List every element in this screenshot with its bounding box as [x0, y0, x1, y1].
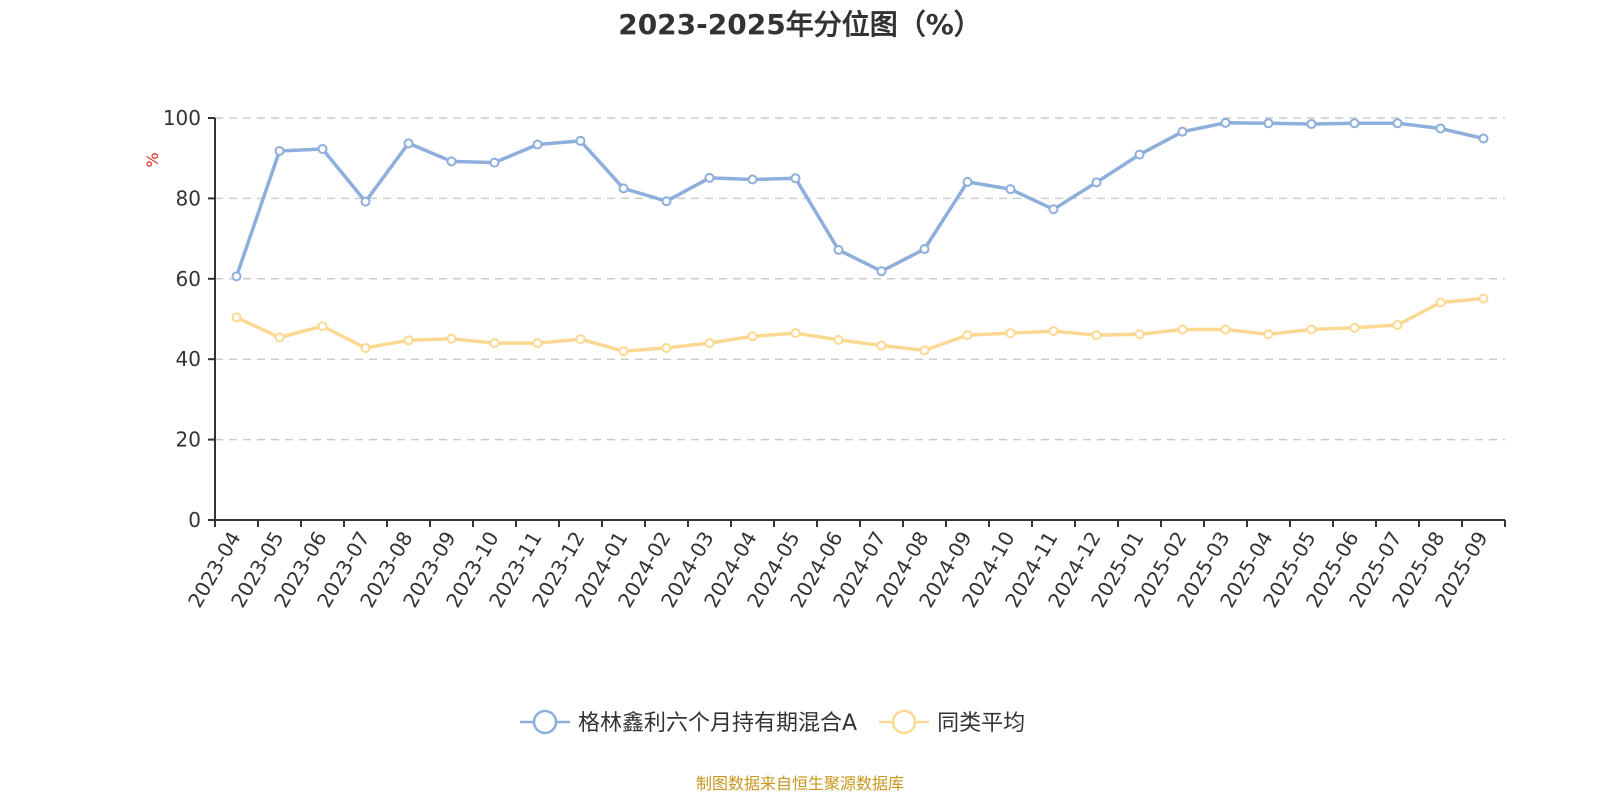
- y-tick-label: 100: [163, 106, 201, 130]
- data-point-series-1[interactable]: [360, 342, 371, 353]
- legend-label: 格林鑫利六个月持有期混合A: [578, 711, 857, 736]
- data-point-series-1[interactable]: [1048, 326, 1059, 337]
- data-point-series-0[interactable]: [446, 156, 457, 167]
- data-point-series-1[interactable]: [489, 338, 500, 349]
- data-point-series-0[interactable]: [489, 157, 500, 168]
- data-point-series-1[interactable]: [1220, 324, 1231, 335]
- data-point-series-1[interactable]: [1349, 322, 1360, 333]
- data-point-series-0[interactable]: [1478, 133, 1489, 144]
- y-tick-label: 20: [176, 428, 201, 452]
- y-tick-label: 40: [176, 347, 201, 371]
- data-point-series-1[interactable]: [1392, 320, 1403, 331]
- data-point-series-0[interactable]: [833, 244, 844, 255]
- series-line-1: [234, 296, 1486, 353]
- data-point-series-0[interactable]: [618, 183, 629, 194]
- data-point-series-1[interactable]: [704, 338, 715, 349]
- data-point-series-0[interactable]: [1392, 118, 1403, 129]
- data-point-series-0[interactable]: [532, 139, 543, 150]
- data-point-series-1[interactable]: [833, 334, 844, 345]
- y-axis-label: %: [143, 152, 162, 167]
- data-point-series-1[interactable]: [747, 331, 758, 342]
- data-point-series-1[interactable]: [1306, 324, 1317, 335]
- data-point-series-1[interactable]: [1134, 329, 1145, 340]
- y-tick-label: 80: [176, 186, 201, 210]
- legend-circle-icon: [891, 709, 917, 735]
- data-point-series-0[interactable]: [274, 145, 285, 156]
- data-point-series-1[interactable]: [446, 333, 457, 344]
- data-point-series-0[interactable]: [1091, 177, 1102, 188]
- data-point-series-0[interactable]: [747, 174, 758, 185]
- data-point-series-0[interactable]: [962, 176, 973, 187]
- data-point-series-1[interactable]: [1005, 328, 1016, 339]
- data-point-series-0[interactable]: [1349, 118, 1360, 129]
- data-point-series-1[interactable]: [661, 342, 672, 353]
- data-point-series-0[interactable]: [1435, 123, 1446, 134]
- data-point-series-1[interactable]: [532, 338, 543, 349]
- y-tick-label: 60: [176, 267, 201, 291]
- y-tick-label: 0: [188, 508, 201, 532]
- data-point-series-0[interactable]: [661, 196, 672, 207]
- series-layer: [231, 117, 1489, 357]
- data-point-series-1[interactable]: [1177, 324, 1188, 335]
- series-line-0: [234, 121, 1486, 279]
- data-point-series-0[interactable]: [1005, 184, 1016, 195]
- source-note: 制图数据来自恒生聚源数据库: [696, 774, 904, 793]
- data-point-series-0[interactable]: [317, 143, 328, 154]
- data-point-series-0[interactable]: [1048, 204, 1059, 215]
- data-point-series-1[interactable]: [618, 346, 629, 357]
- data-point-series-1[interactable]: [876, 340, 887, 351]
- data-point-series-0[interactable]: [876, 266, 887, 277]
- data-point-series-1[interactable]: [575, 334, 586, 345]
- data-point-series-1[interactable]: [1091, 330, 1102, 341]
- data-point-series-0[interactable]: [1134, 149, 1145, 160]
- data-point-series-1[interactable]: [231, 312, 242, 323]
- data-point-series-1[interactable]: [790, 328, 801, 339]
- data-point-series-0[interactable]: [231, 271, 242, 282]
- chart-title: 2023-2025年分位图（%）: [618, 8, 982, 41]
- legend-label: 同类平均: [937, 711, 1025, 736]
- data-point-series-1[interactable]: [274, 332, 285, 343]
- legend-circle-icon: [532, 709, 558, 735]
- data-point-series-1[interactable]: [403, 335, 414, 346]
- data-point-series-1[interactable]: [1263, 329, 1274, 340]
- legend-item-0[interactable]: 格林鑫利六个月持有期混合A: [520, 709, 857, 736]
- data-point-series-0[interactable]: [919, 244, 930, 255]
- data-point-series-0[interactable]: [403, 138, 414, 149]
- data-point-series-0[interactable]: [575, 135, 586, 146]
- data-point-series-1[interactable]: [962, 330, 973, 341]
- data-point-series-1[interactable]: [317, 321, 328, 332]
- data-point-series-0[interactable]: [1263, 118, 1274, 129]
- data-point-series-1[interactable]: [1478, 293, 1489, 304]
- legend[interactable]: 格林鑫利六个月持有期混合A 同类平均: [520, 709, 1025, 736]
- data-point-series-1[interactable]: [919, 345, 930, 356]
- data-point-series-0[interactable]: [704, 172, 715, 183]
- data-point-series-0[interactable]: [1306, 119, 1317, 130]
- data-point-series-0[interactable]: [1220, 117, 1231, 128]
- grid-layer: [215, 117, 1505, 441]
- data-point-series-0[interactable]: [790, 173, 801, 184]
- data-point-series-1[interactable]: [1435, 297, 1446, 308]
- legend-item-1[interactable]: 同类平均: [879, 709, 1025, 736]
- data-point-series-0[interactable]: [1177, 126, 1188, 137]
- data-point-series-0[interactable]: [360, 196, 371, 207]
